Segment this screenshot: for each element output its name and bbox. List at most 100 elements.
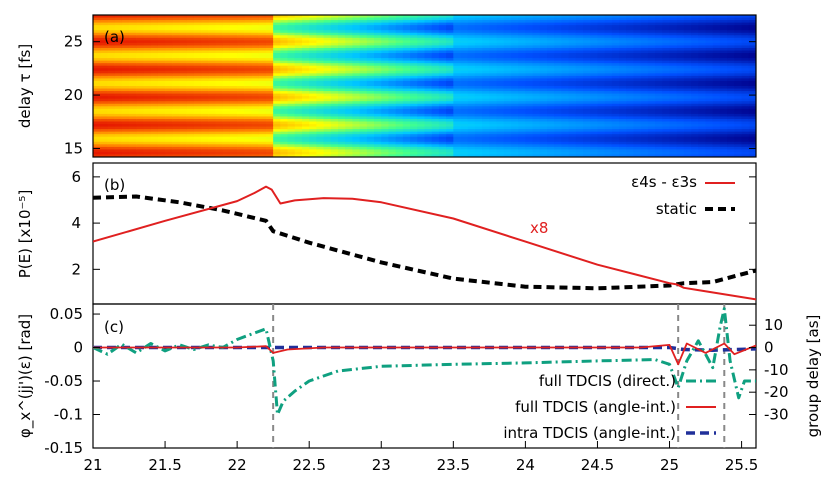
heatmap-cell [157, 103, 166, 107]
heatmap-cell [186, 55, 195, 59]
heatmap-cell [244, 121, 253, 125]
heatmap-cell [597, 27, 606, 31]
heatmap-cell [604, 116, 613, 120]
heatmap-cell [150, 108, 159, 112]
heatmap-cell [417, 78, 426, 82]
heatmap-cell [604, 144, 613, 148]
heatmap-cell [575, 53, 584, 57]
heatmap-cell [547, 45, 555, 49]
heatmap-cell [165, 50, 173, 54]
heatmap-cell [172, 55, 181, 59]
heatmap-cell [186, 17, 195, 21]
heatmap-cell [590, 98, 599, 102]
heatmap-cell [359, 50, 368, 54]
heatmap-cell [121, 86, 130, 90]
heatmap-cell [647, 154, 656, 157]
heatmap-cell [237, 58, 245, 62]
heatmap-cell [186, 25, 195, 29]
heatmap-cell [431, 131, 440, 135]
heatmap-cell [489, 106, 498, 110]
heatmap-cell [107, 50, 116, 54]
heatmap-cell [193, 60, 202, 64]
heatmap-cell [244, 149, 253, 153]
heatmap-cell [683, 108, 692, 112]
heatmap-cell [510, 35, 519, 39]
heatmap-cell [698, 124, 707, 128]
heatmap-cell [575, 98, 584, 102]
heatmap-cell [683, 93, 692, 97]
heatmap-cell [287, 124, 296, 128]
heatmap-cell [647, 113, 656, 118]
heatmap-cell [554, 70, 563, 74]
heatmap-cell [186, 146, 195, 150]
heatmap-cell [525, 70, 534, 74]
heatmap-cell [698, 55, 707, 59]
heatmap-cell [575, 126, 584, 130]
heatmap-cell [583, 37, 591, 41]
heatmap-cell [727, 111, 735, 115]
heatmap-cell [496, 60, 505, 64]
heatmap-cell [597, 118, 606, 123]
heatmap-cell [179, 98, 188, 102]
heatmap-cell [193, 116, 202, 120]
heatmap-cell [482, 60, 490, 64]
heatmap-cell [323, 121, 332, 125]
heatmap-cell [554, 136, 563, 140]
heatmap-cell [251, 103, 260, 107]
heatmap-cell [424, 134, 433, 138]
heatmap-cell [453, 63, 462, 67]
heatmap-cell [647, 20, 656, 24]
heatmap-cell [719, 91, 728, 95]
heatmap-cell [446, 118, 454, 123]
heatmap-cell [215, 68, 224, 72]
heatmap-cell [518, 65, 526, 69]
heatmap-cell [532, 50, 541, 54]
heatmap-cell [301, 134, 310, 138]
heatmap-cell [229, 55, 238, 59]
heatmap-cell [482, 129, 490, 133]
heatmap-cell [525, 126, 534, 130]
heatmap-cell [518, 30, 526, 34]
heatmap-cell [201, 126, 209, 130]
heatmap-cell [244, 70, 253, 74]
heatmap-cell [604, 141, 613, 145]
heatmap-cell [611, 136, 620, 140]
heatmap-cell [424, 93, 433, 97]
heatmap-cell [388, 106, 397, 110]
heatmap-cell [604, 15, 613, 19]
heatmap-cell [467, 88, 476, 92]
heatmap-cell [734, 42, 743, 47]
heatmap-cell [417, 58, 426, 62]
heatmap-cell [446, 47, 454, 52]
heatmap-cell [691, 63, 699, 67]
heatmap-cell [597, 146, 606, 150]
heatmap-cell [474, 131, 483, 135]
heatmap-cell [662, 83, 671, 87]
heatmap-cell [280, 131, 289, 135]
heatmap-cell [165, 144, 173, 148]
heatmap-cell [482, 118, 490, 123]
heatmap-cell [438, 55, 447, 59]
heatmap-cell [100, 124, 109, 128]
heatmap-cell [395, 32, 404, 36]
heatmap-cell [208, 37, 217, 41]
heatmap-cell [150, 88, 159, 92]
heatmap-cell [229, 146, 238, 150]
heatmap-cell [554, 88, 563, 92]
heatmap-cell [417, 40, 426, 44]
heatmap-cell [510, 154, 519, 157]
heatmap-cell [222, 37, 231, 41]
heatmap-cell [712, 101, 721, 105]
heatmap-cell [669, 98, 678, 102]
heatmap-cell [352, 60, 361, 64]
heatmap-cell [338, 136, 346, 140]
heatmap-cell [309, 37, 318, 41]
heatmap-cell [345, 45, 354, 49]
heatmap-cell [691, 144, 699, 148]
heatmap-cell [316, 63, 325, 67]
heatmap-cell [518, 149, 526, 153]
heatmap-cell [208, 151, 217, 156]
heatmap-cell [518, 113, 526, 118]
heatmap-cell [496, 70, 505, 74]
heatmap-cell [359, 118, 368, 123]
